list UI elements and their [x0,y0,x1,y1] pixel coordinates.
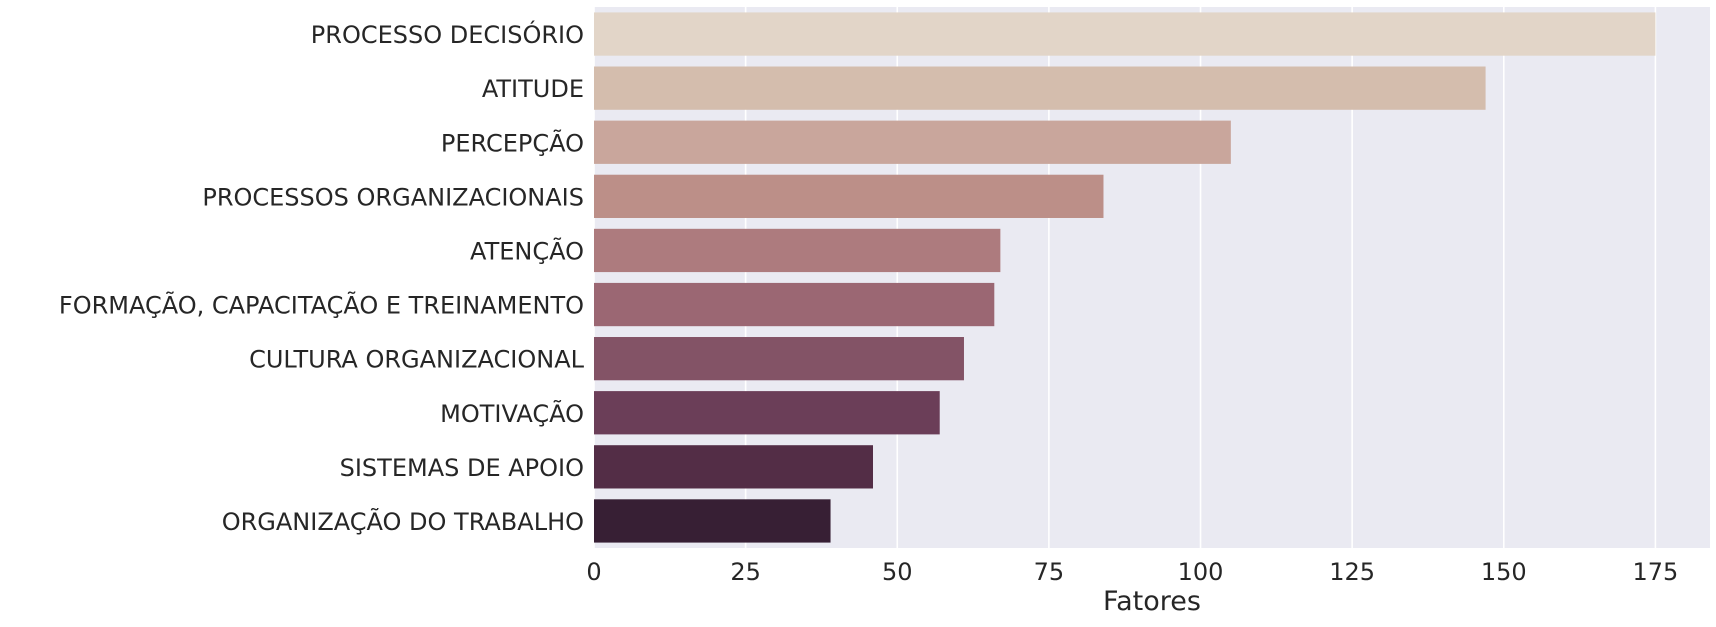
bars [594,12,1656,543]
x-tick-label: 0 [586,558,601,586]
bar [594,499,831,543]
category-label: MOTIVAÇÃO [440,398,584,428]
category-label: CULTURA ORGANIZACIONAL [249,346,585,374]
x-tick-label: 125 [1329,558,1375,586]
x-tick-label: 150 [1481,558,1527,586]
x-axis-title: Fatores [1103,586,1201,617]
bar [594,12,1656,56]
category-label: SISTEMAS DE APOIO [340,454,584,482]
category-labels: PROCESSO DECISÓRIO ATITUDE PERCEPÇÃO PROCES… [59,19,585,536]
category-label: PROCESSO DECISÓRIO [311,19,584,49]
category-label: ORGANIZAÇÃO DO TRABALHO [222,506,584,536]
x-tick-label: 175 [1633,558,1679,586]
category-label: PROCESSOS ORGANIZACIONAIS [202,183,584,211]
x-tick-label: 25 [730,558,761,586]
x-tick-label: 100 [1178,558,1224,586]
x-tick-labels: 0 25 50 75 100 125 150 175 [586,558,1678,586]
bar [594,66,1486,110]
bar [594,282,995,327]
category-label: FORMAÇÃO, CAPACITAÇÃO E TREINAMENTO [59,290,584,320]
category-label: ATENÇÃO [470,235,584,265]
x-tick-label: 50 [882,558,913,586]
bar [594,391,940,435]
bar [594,445,873,489]
bar [594,228,1001,273]
bar [594,337,964,381]
category-label: PERCEPÇÃO [441,127,584,157]
bar [594,120,1231,164]
bar [594,174,1104,218]
x-tick-label: 75 [1034,558,1065,586]
category-label: ATITUDE [482,75,584,103]
